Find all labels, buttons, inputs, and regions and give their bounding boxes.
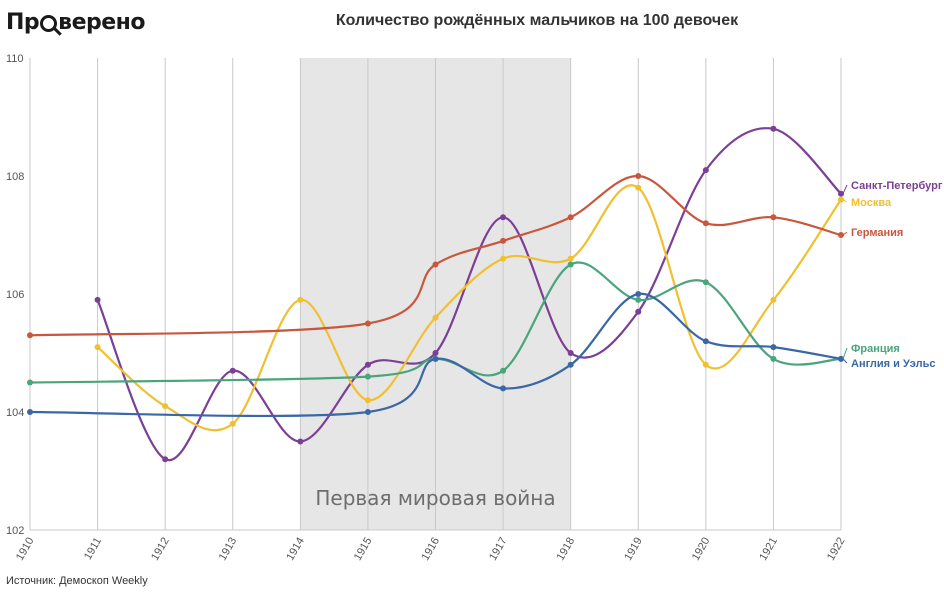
data-point bbox=[702, 279, 709, 286]
data-point bbox=[567, 255, 574, 262]
data-point bbox=[432, 261, 439, 268]
data-point bbox=[567, 350, 574, 356]
source-note: Источник: Демоскоп Weekly bbox=[6, 575, 148, 587]
label-connector bbox=[842, 184, 848, 194]
x-tick-label: 1919 bbox=[622, 536, 645, 563]
data-point bbox=[364, 373, 371, 380]
label-connector bbox=[842, 199, 848, 203]
series-label: Германия bbox=[851, 227, 903, 239]
data-point bbox=[500, 255, 507, 262]
data-point bbox=[500, 214, 507, 221]
x-tick-label: 1912 bbox=[149, 536, 172, 563]
y-tick-label: 108 bbox=[6, 171, 24, 183]
series-line-3 bbox=[29, 261, 842, 384]
data-point bbox=[838, 196, 844, 203]
data-point bbox=[635, 184, 642, 191]
x-tick-label: 1921 bbox=[757, 536, 780, 563]
x-tick-label: 1911 bbox=[82, 536, 104, 562]
x-tick-label: 1916 bbox=[419, 536, 442, 563]
data-point bbox=[567, 261, 574, 268]
data-point bbox=[770, 125, 777, 132]
data-point bbox=[635, 173, 642, 179]
data-point bbox=[364, 397, 371, 404]
data-point bbox=[432, 350, 439, 356]
data-point bbox=[567, 214, 574, 221]
series-label: Москва bbox=[851, 197, 892, 209]
x-tick-label: 1914 bbox=[284, 536, 307, 563]
x-tick-label: 1917 bbox=[487, 536, 510, 563]
data-point bbox=[702, 338, 709, 345]
data-point bbox=[702, 361, 709, 368]
label-connector bbox=[842, 347, 848, 360]
logo-text-start: Пр bbox=[6, 9, 40, 35]
label-connector bbox=[842, 231, 848, 236]
data-point bbox=[162, 456, 169, 463]
data-point bbox=[162, 403, 169, 410]
data-point bbox=[500, 385, 507, 392]
y-tick-label: 110 bbox=[6, 53, 24, 65]
data-point bbox=[364, 409, 371, 415]
y-tick-label: 106 bbox=[6, 289, 24, 301]
chart-title: Количество рождённых мальчиков на 100 де… bbox=[335, 12, 739, 29]
x-tick-label: 1918 bbox=[555, 536, 578, 563]
data-point bbox=[770, 344, 777, 351]
data-point bbox=[838, 355, 844, 362]
data-point bbox=[702, 220, 709, 227]
series-label: Санкт-Петербург bbox=[851, 180, 943, 192]
data-point bbox=[94, 344, 101, 351]
series-line-0 bbox=[96, 127, 842, 462]
logo-text-end: верено bbox=[58, 9, 145, 35]
data-point bbox=[567, 361, 574, 368]
data-point bbox=[229, 367, 236, 374]
data-point bbox=[297, 296, 304, 303]
data-point bbox=[364, 361, 371, 368]
data-point bbox=[635, 296, 642, 303]
y-tick-label: 104 bbox=[6, 407, 24, 419]
data-point bbox=[432, 314, 439, 321]
data-point bbox=[635, 308, 642, 315]
x-tick-label: 1913 bbox=[217, 536, 240, 563]
data-point bbox=[94, 296, 101, 303]
y-tick-label: 102 bbox=[6, 525, 24, 537]
data-point bbox=[770, 355, 777, 362]
series-line-4 bbox=[29, 292, 842, 418]
series-label: Франция bbox=[851, 343, 900, 355]
data-point bbox=[364, 320, 371, 327]
data-point bbox=[838, 190, 844, 197]
data-point bbox=[635, 291, 642, 297]
data-point bbox=[770, 296, 777, 303]
data-point bbox=[770, 214, 777, 221]
war-period-label: Первая мировая война bbox=[315, 486, 555, 510]
data-point bbox=[297, 438, 304, 445]
data-point bbox=[432, 355, 439, 362]
data-point bbox=[702, 167, 709, 174]
magnifier-icon bbox=[40, 14, 58, 32]
data-point bbox=[838, 232, 844, 238]
x-tick-label: 1915 bbox=[352, 536, 375, 563]
data-point bbox=[27, 409, 33, 415]
data-point bbox=[229, 420, 236, 427]
data-point bbox=[500, 367, 507, 374]
logo: Пр верено bbox=[6, 4, 145, 40]
x-tick-label: 1920 bbox=[690, 536, 713, 563]
data-point bbox=[27, 332, 33, 339]
data-point bbox=[27, 379, 33, 386]
series-label: Англия и Уэльс bbox=[851, 358, 935, 370]
x-tick-label: 1922 bbox=[825, 536, 848, 563]
label-connector bbox=[842, 358, 848, 364]
x-tick-label: 1910 bbox=[14, 536, 37, 563]
series-line-2 bbox=[29, 174, 842, 337]
data-point bbox=[500, 237, 507, 244]
